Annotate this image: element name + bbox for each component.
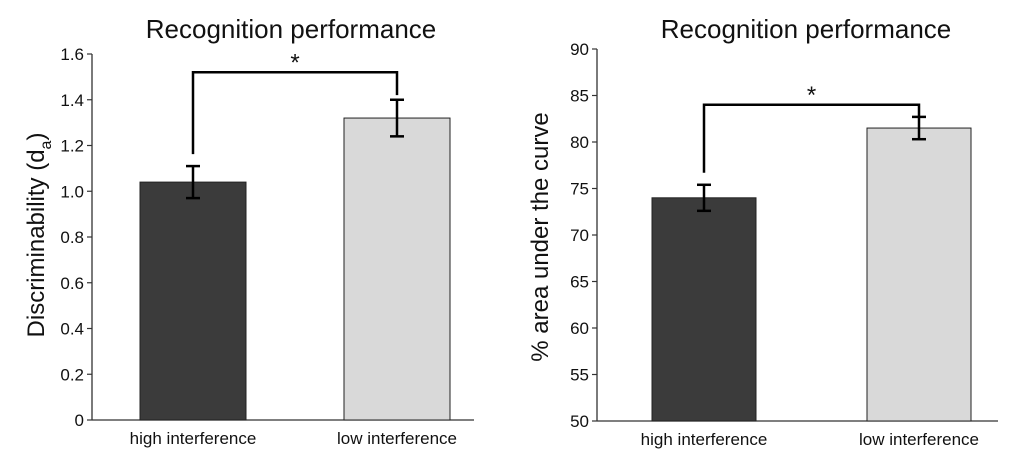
significance-star: * <box>807 82 816 109</box>
y-axis-label: % area under the curve <box>527 112 554 361</box>
y-axis-label-subscript: a <box>38 140 55 149</box>
y-tick-label: 1.6 <box>60 45 84 64</box>
chart-title: Recognition performance <box>661 14 952 44</box>
y-tick-label: 85 <box>570 87 589 106</box>
y-tick-label: 75 <box>570 180 589 199</box>
y-tick-label: 0 <box>75 411 84 430</box>
chart-marks: 50 55 60 65 70 75 80 85 90 high interference low i… <box>570 40 998 449</box>
y-tick-label: 60 <box>570 319 589 338</box>
y-tick-label: 1.2 <box>60 137 84 156</box>
y-tick-label: 0.8 <box>60 228 84 247</box>
y-tick-label: 70 <box>570 226 589 245</box>
y-tick-label: 65 <box>570 273 589 292</box>
chart-marks: 0 0.2 0.4 0.6 0.8 1.0 1.2 1.4 1.6 high interferen… <box>60 45 474 448</box>
category-label: low interference <box>859 430 979 449</box>
category-label: high interference <box>641 430 768 449</box>
significance-star: * <box>290 49 299 76</box>
y-tick-label: 90 <box>570 40 589 59</box>
y-axis-label: Discriminability (da) <box>23 133 55 338</box>
bar <box>139 181 247 421</box>
chart-area-under-curve: Recognition performance % area under the… <box>527 14 998 449</box>
y-tick-label: 1.4 <box>60 91 84 110</box>
y-axis-label-main: Discriminability (d <box>23 149 50 337</box>
y-tick-label: 0.6 <box>60 274 84 293</box>
y-axis-label-close: ) <box>23 133 50 141</box>
significance-bracket <box>191 71 399 155</box>
category-label: high interference <box>130 429 257 448</box>
y-tick-label: 0.4 <box>60 320 84 339</box>
chart-title: Recognition performance <box>146 14 437 44</box>
y-tick-label: 80 <box>570 133 589 152</box>
bar <box>651 197 757 422</box>
chart-discriminability: Recognition performance Discriminability… <box>23 14 474 448</box>
category-label: low interference <box>337 429 457 448</box>
y-tick-label: 1.0 <box>60 182 84 201</box>
significance-bracket <box>702 103 921 173</box>
bar <box>343 117 451 421</box>
y-tick-label: 50 <box>570 412 589 431</box>
bar <box>866 127 972 422</box>
y-tick-label: 55 <box>570 366 589 385</box>
y-tick-label: 0.2 <box>60 365 84 384</box>
